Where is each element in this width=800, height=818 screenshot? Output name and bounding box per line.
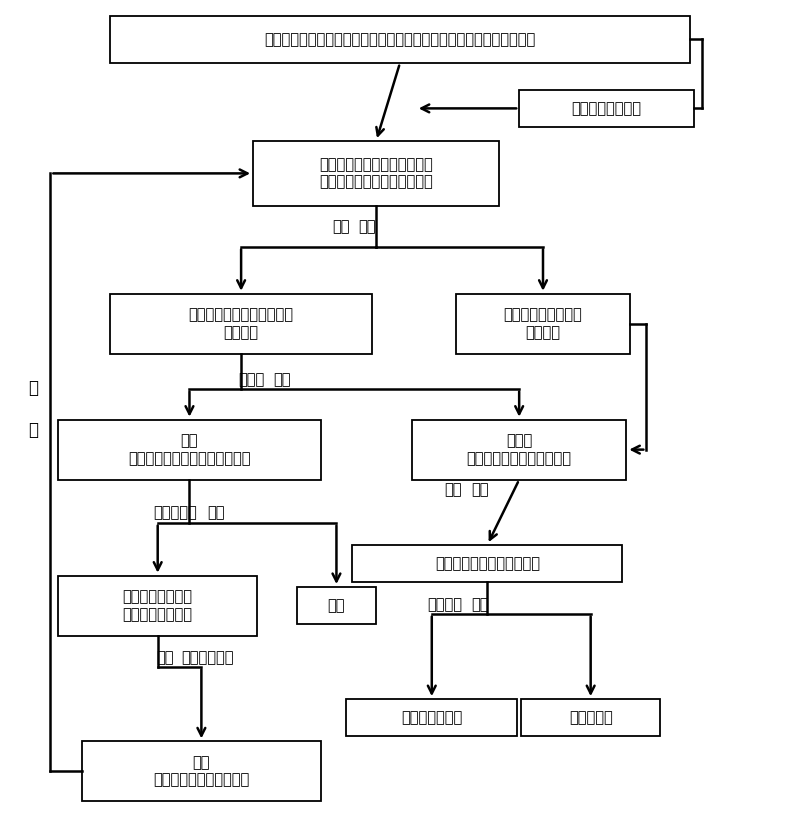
Text: 三氯氢硅、四氯化硅
（液态）: 三氯氢硅、四氯化硅 （液态） bbox=[504, 308, 582, 340]
Text: 活性炭（吸附了氯
化氢、四氯化硅）: 活性炭（吸附了氯 化氢、四氯化硅） bbox=[122, 590, 193, 622]
Text: 循

环: 循 环 bbox=[28, 380, 38, 438]
Text: 控制压力: 控制压力 bbox=[427, 597, 462, 612]
Text: 气态的氯化氢、二氯二氢硅: 气态的氯化氢、二氯二氢硅 bbox=[435, 556, 540, 571]
Text: 加压: 加压 bbox=[333, 219, 350, 234]
Text: 尾气（氢气、氯化氢、二氯二
氢硅、三氯氢硅、四氯化硅）: 尾气（氢气、氯化氢、二氯二 氢硅、三氯氢硅、四氯化硅） bbox=[319, 157, 433, 190]
Text: 吹入高纯氢气: 吹入高纯氢气 bbox=[182, 650, 234, 665]
FancyBboxPatch shape bbox=[346, 699, 517, 736]
Text: 液态四氯化硅淋洗: 液态四氯化硅淋洗 bbox=[571, 101, 642, 116]
Text: 冷却: 冷却 bbox=[358, 219, 375, 234]
FancyBboxPatch shape bbox=[82, 741, 321, 802]
Text: 液态二氯二氢硅: 液态二氯二氢硅 bbox=[401, 710, 462, 726]
Text: 氢气: 氢气 bbox=[328, 598, 345, 614]
FancyBboxPatch shape bbox=[58, 576, 257, 636]
Text: 吸收: 吸收 bbox=[273, 372, 290, 387]
FancyBboxPatch shape bbox=[58, 420, 321, 479]
Text: 加压: 加压 bbox=[471, 482, 489, 497]
Text: 温度: 温度 bbox=[471, 597, 489, 612]
FancyBboxPatch shape bbox=[521, 699, 660, 736]
Text: 过滤: 过滤 bbox=[208, 506, 226, 520]
Text: 氢气
（含氯化氢、四氯化硅）: 氢气 （含氯化氢、四氯化硅） bbox=[154, 755, 250, 788]
Text: 加热: 加热 bbox=[156, 650, 174, 665]
FancyBboxPatch shape bbox=[253, 141, 499, 206]
Text: 吸收剂: 吸收剂 bbox=[238, 372, 265, 387]
Text: 活性炭吸附: 活性炭吸附 bbox=[154, 506, 198, 520]
FancyBboxPatch shape bbox=[412, 420, 626, 479]
FancyBboxPatch shape bbox=[519, 90, 694, 127]
Text: 吸收剂
（含氯化氢、二氯二氢硅）: 吸收剂 （含氯化氢、二氯二氢硅） bbox=[466, 434, 572, 465]
FancyBboxPatch shape bbox=[352, 545, 622, 582]
Text: 升温: 升温 bbox=[445, 482, 462, 497]
Text: 气态氯化氢: 气态氯化氢 bbox=[569, 710, 613, 726]
FancyBboxPatch shape bbox=[110, 294, 372, 353]
FancyBboxPatch shape bbox=[456, 294, 630, 353]
Text: 氢气
（含少量的氯化氢、四氯化硅）: 氢气 （含少量的氯化氢、四氯化硅） bbox=[128, 434, 250, 465]
FancyBboxPatch shape bbox=[297, 587, 376, 624]
FancyBboxPatch shape bbox=[110, 16, 690, 63]
Text: 尾气（主要包括：氢气、氯化氢、二氯二氢硅、三氯氢硅、四氯化硅）: 尾气（主要包括：氢气、氯化氢、二氯二氢硅、三氯氢硅、四氯化硅） bbox=[264, 32, 536, 47]
Text: 氢气、氯化氢、二氯二氢硅
（气态）: 氢气、氯化氢、二氯二氢硅 （气态） bbox=[189, 308, 294, 340]
